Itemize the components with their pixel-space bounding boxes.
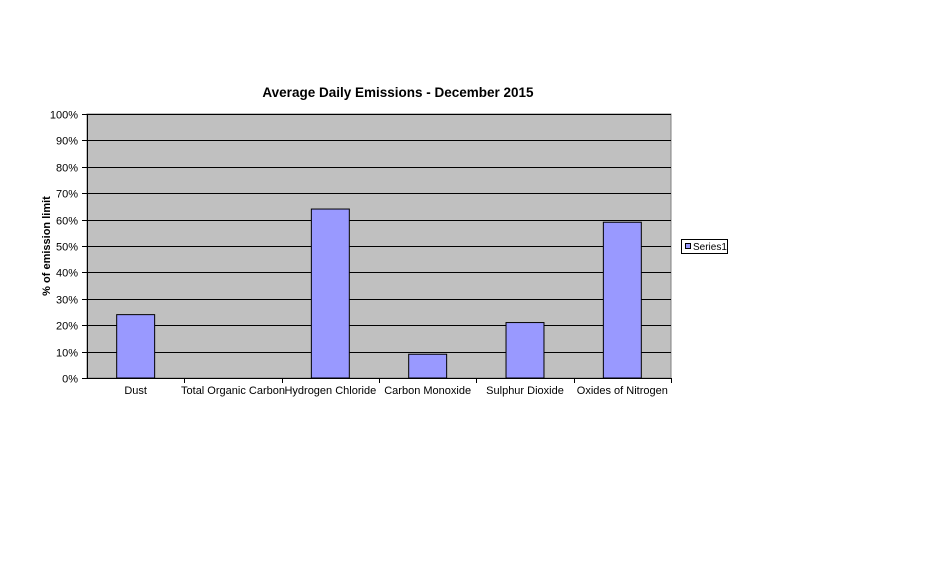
x-tick-label: Carbon Monoxide (384, 385, 471, 397)
y-tick-label: 20% (56, 321, 78, 333)
plot-area: 0% 10% 20% 30% 40% 50% 60% 70% 80% 90% 100% Dust Tot… (50, 110, 672, 397)
x-tick-label: Hydrogen Chloride (284, 385, 376, 397)
y-tick-label: 30% (56, 295, 78, 307)
y-tick-label: 40% (56, 268, 78, 280)
x-tick-label: Dust (124, 385, 147, 397)
y-tick-label: 60% (56, 216, 78, 228)
y-tick-label: 90% (56, 136, 78, 148)
bar-hydrogen-chloride (310, 208, 350, 379)
y-tick-label: 100% (50, 110, 78, 122)
y-tick-label: 10% (56, 348, 78, 360)
bar-carbon-monoxide (408, 353, 448, 379)
y-axis-title: % of emission limit (41, 196, 53, 296)
bar-sulphur-dioxide (505, 322, 545, 379)
legend-swatch (685, 243, 691, 249)
chart-title: Average Daily Emissions - December 2015 (262, 85, 534, 100)
bar-dust (116, 314, 156, 379)
y-tick-label: 0% (62, 374, 78, 386)
x-tick-label: Total Organic Carbon (181, 385, 285, 397)
legend: Series1 (681, 239, 728, 254)
bar-oxides-of-nitrogen (602, 221, 642, 379)
legend-label: Series1 (693, 242, 727, 253)
y-tick-label: 80% (56, 163, 78, 175)
y-tick-label: 70% (56, 189, 78, 201)
legend-box (681, 239, 728, 254)
x-tick-label: Sulphur Dioxide (486, 385, 564, 397)
y-tick-label: 50% (56, 242, 78, 254)
x-tick-label: Oxides of Nitrogen (577, 385, 668, 397)
